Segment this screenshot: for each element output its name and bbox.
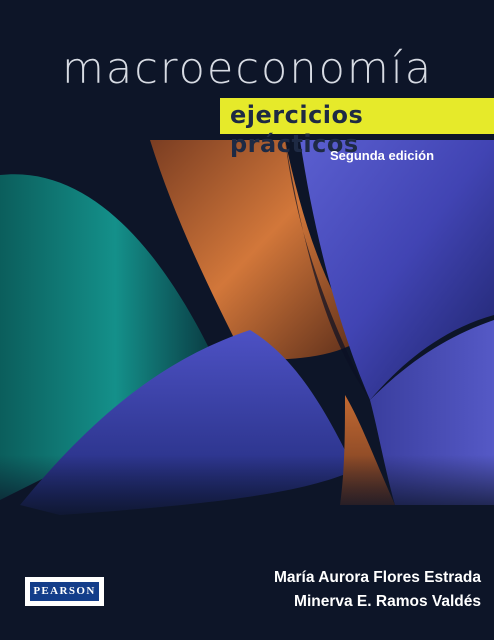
pearson-logo: PEARSON xyxy=(25,577,104,606)
edition-label: Segunda edición xyxy=(330,148,435,163)
authors: María Aurora Flores Estrada Minerva E. R… xyxy=(274,566,481,614)
book-subtitle: ejercicios prácticos xyxy=(230,101,364,158)
book-title: macroeconomía xyxy=(62,44,434,94)
author-2: Minerva E. Ramos Valdés xyxy=(294,593,481,610)
pearson-logo-text: PEARSON xyxy=(30,582,99,601)
subtitle-band xyxy=(220,98,494,134)
author-1: María Aurora Flores Estrada xyxy=(273,569,481,586)
